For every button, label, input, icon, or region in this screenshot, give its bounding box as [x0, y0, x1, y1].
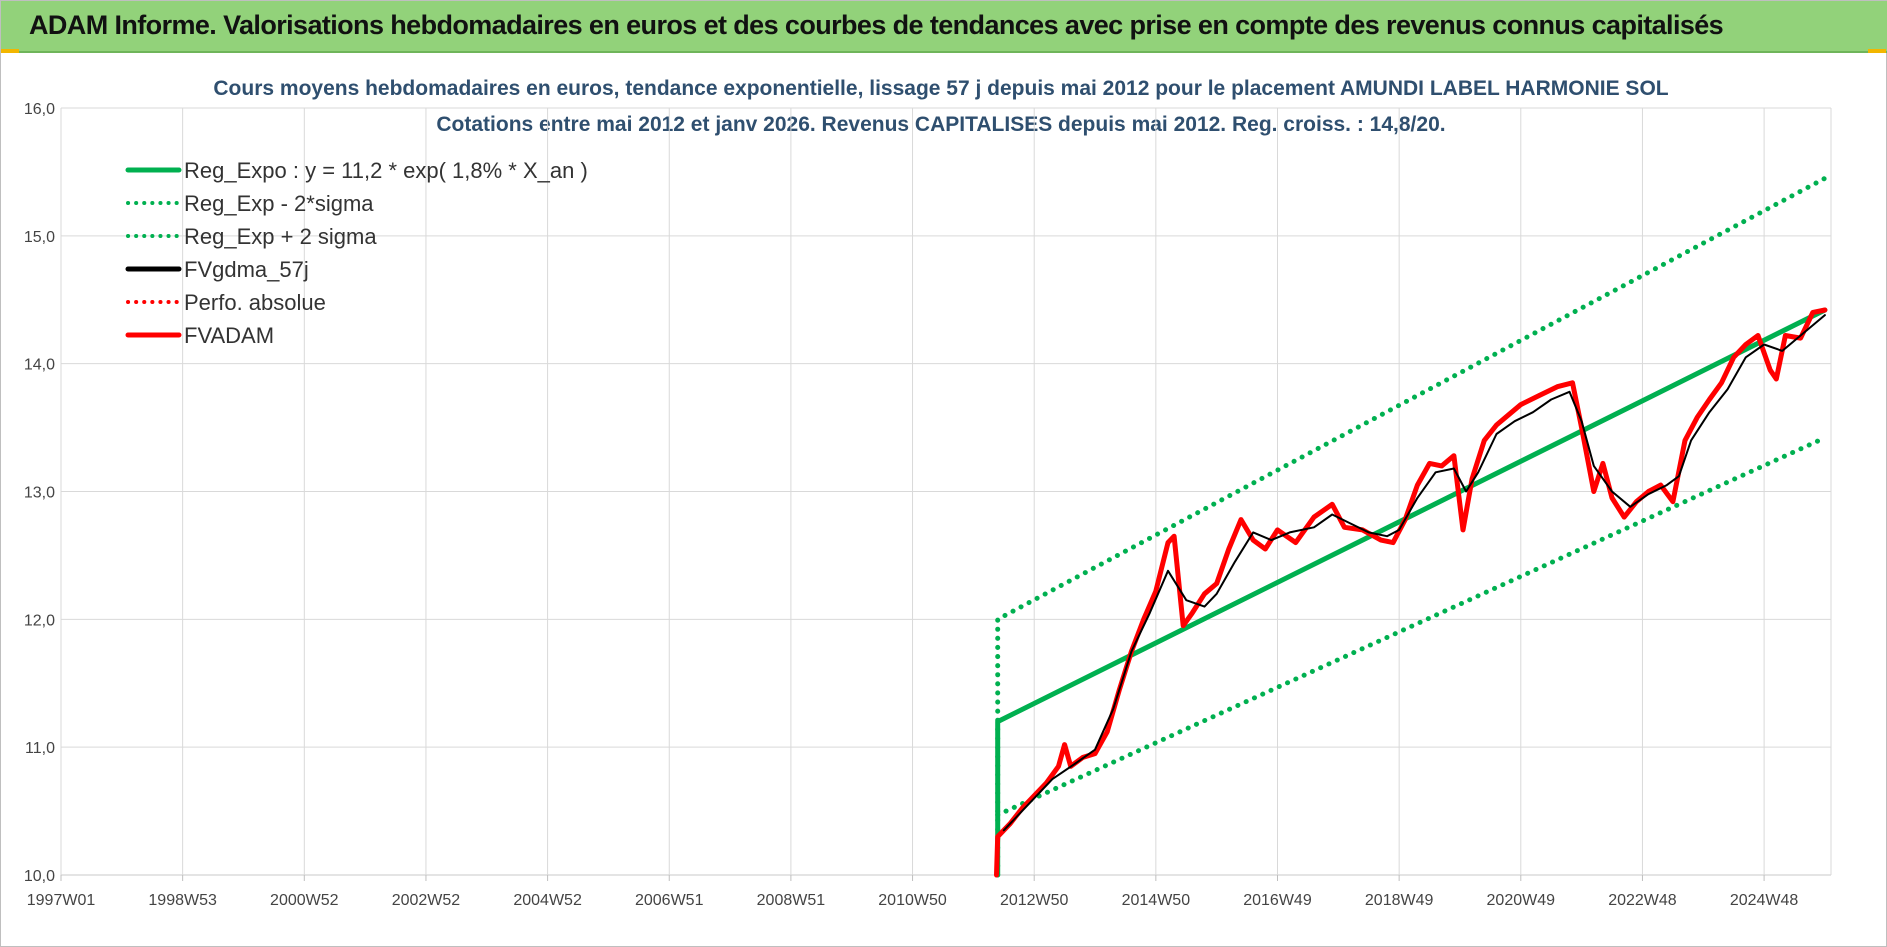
series-line: [995, 307, 1828, 878]
x-tick-label: 2008W51: [757, 892, 826, 909]
chart-title: Cours moyens hebdomadaires en euros, ten…: [213, 77, 1668, 100]
y-tick-label: 12,0: [24, 612, 55, 629]
x-tick-label: 2016W49: [1243, 892, 1312, 909]
series-line: [1002, 314, 1826, 832]
chart-subtitle: Cotations entre mai 2012 et janv 2026. R…: [436, 113, 1445, 136]
x-tick-label: 2018W49: [1365, 892, 1434, 909]
y-tick-label: 11,0: [25, 740, 55, 757]
legend-label: Perfo. absolue: [184, 290, 326, 315]
banner-title: ADAM Informe. Valorisations hebdomadaire…: [29, 10, 1724, 40]
y-tick-label: 13,0: [24, 485, 55, 502]
x-tick-label: 2000W52: [270, 892, 339, 909]
x-tick-label: 2022W48: [1608, 892, 1677, 909]
grid-lines: [60, 107, 1832, 876]
x-tick-label: 1998W53: [148, 892, 217, 909]
y-tick-label: 14,0: [24, 357, 55, 374]
x-tick-label: 2020W49: [1487, 892, 1556, 909]
legend: Reg_Expo : y = 11,2 * exp( 1,8% * X_an )…: [125, 158, 588, 348]
legend-label: FVADAM: [184, 323, 274, 348]
x-tick-label: 2012W50: [1000, 892, 1069, 909]
x-tick-label: 2004W52: [513, 892, 582, 909]
chart-area: Cours moyens hebdomadaires en euros, ten…: [24, 77, 1832, 909]
x-tick-label: 1997W01: [27, 892, 96, 909]
legend-label: Reg_Expo : y = 11,2 * exp( 1,8% * X_an ): [184, 158, 588, 183]
y-tick-label: 16,0: [24, 101, 55, 118]
legend-label: Reg_Exp + 2 sigma: [184, 224, 377, 249]
series-lines: [994, 175, 1828, 878]
x-tick-label: 2002W52: [392, 892, 461, 909]
series-line: [994, 307, 1828, 878]
series-line: [995, 435, 1828, 818]
legend-label: FVgdma_57j: [184, 257, 309, 282]
report-banner: ADAM Informe. Valorisations hebdomadaire…: [1, 1, 1887, 53]
legend-label: Reg_Exp - 2*sigma: [184, 191, 374, 216]
x-tick-label: 2014W50: [1122, 892, 1191, 909]
corner-mark: [1, 49, 19, 53]
series-line: [995, 175, 1828, 878]
x-tick-label: 2024W48: [1730, 892, 1799, 909]
x-tick-label: 2010W50: [878, 892, 947, 909]
axis-ticks: 10,0 11,0 12,0 13,0 14,0 15,0 16,0 1997W01 1998W…: [24, 101, 1799, 909]
y-tick-label: 15,0: [24, 229, 55, 246]
corner-mark: [1868, 49, 1886, 53]
y-tick-label: 10,0: [24, 868, 55, 885]
x-tick-label: 2006W51: [635, 892, 704, 909]
